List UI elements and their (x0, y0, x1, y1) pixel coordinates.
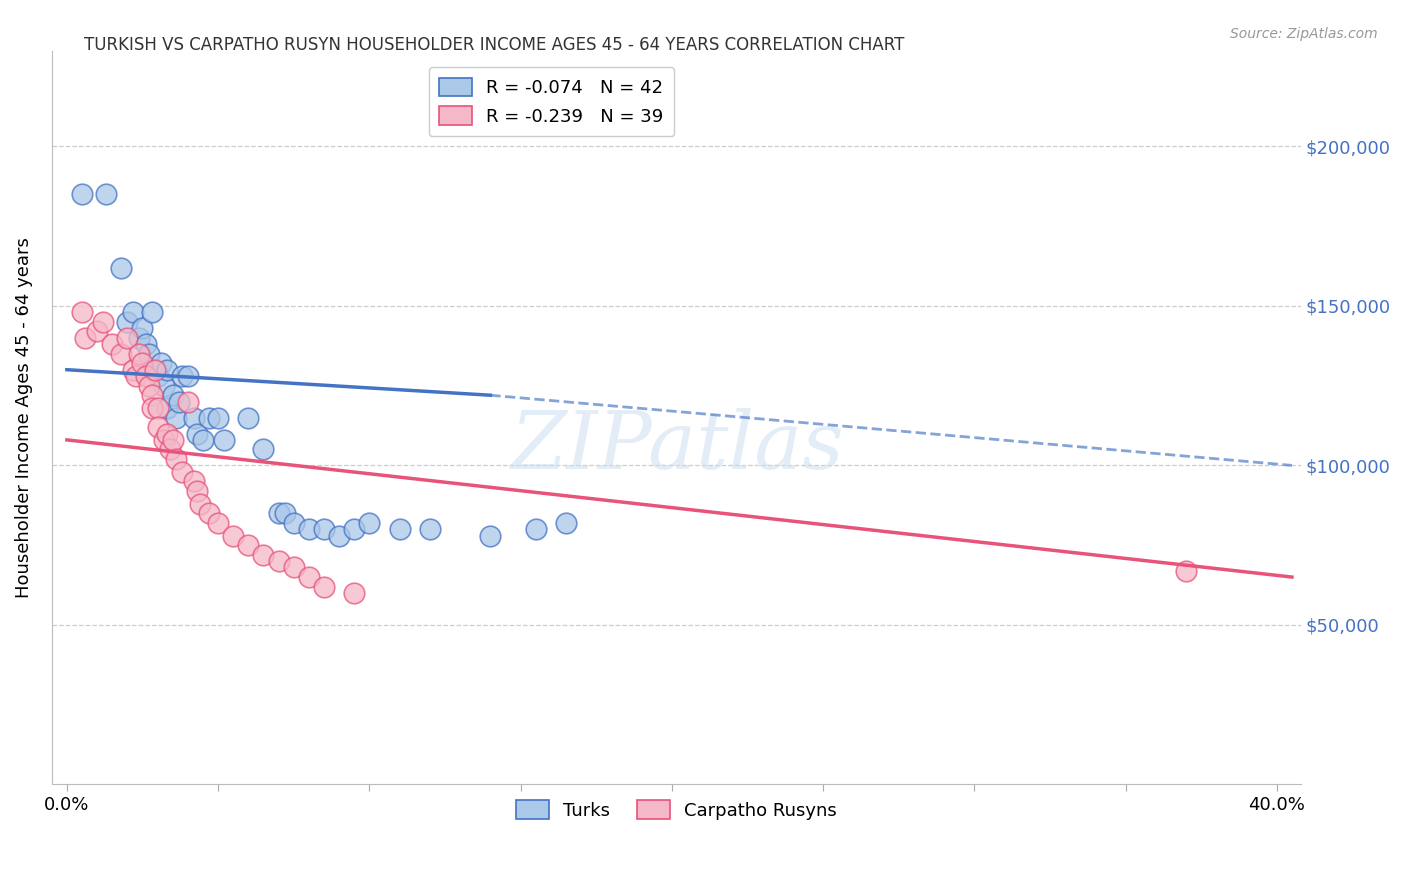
Point (159, 442, 181, 457)
Text: ZIPatlas: ZIPatlas (509, 409, 844, 485)
Point (146, 420, 169, 434)
Point (156, 426, 179, 441)
Text: TURKISH VS CARPATHO RUSYN HOUSEHOLDER INCOME AGES 45 - 64 YEARS CORRELATION CHAR: TURKISH VS CARPATHO RUSYN HOUSEHOLDER IN… (84, 36, 904, 54)
Point (198, 410, 221, 425)
Point (101, 337, 124, 351)
Point (212, 433, 235, 447)
Point (117, 315, 139, 329)
Point (143, 362, 166, 376)
Point (165, 452, 187, 467)
Legend: Turks, Carpatho Rusyns: Turks, Carpatho Rusyns (509, 793, 844, 827)
Point (267, 506, 290, 520)
Point (162, 388, 184, 402)
Point (86, 325, 108, 339)
Point (252, 442, 274, 457)
Point (146, 401, 169, 415)
Point (343, 522, 366, 536)
Point (191, 433, 214, 447)
Point (128, 347, 150, 361)
Point (238, 538, 260, 552)
Point (186, 483, 208, 498)
Point (170, 465, 193, 479)
Point (128, 331, 150, 345)
Point (134, 337, 156, 351)
Point (298, 522, 321, 536)
Point (283, 516, 305, 530)
Point (198, 506, 221, 520)
Point (419, 522, 441, 536)
Point (177, 369, 200, 384)
Point (122, 362, 145, 376)
Point (343, 586, 366, 600)
Point (283, 560, 305, 574)
Point (117, 331, 139, 345)
Point (312, 522, 335, 536)
Point (555, 516, 578, 530)
Point (156, 362, 179, 376)
Point (149, 356, 172, 370)
Point (267, 554, 290, 568)
Point (207, 410, 229, 425)
Point (183, 475, 205, 489)
Point (134, 369, 156, 384)
Point (328, 528, 350, 542)
Point (131, 321, 153, 335)
Point (131, 356, 153, 370)
Point (359, 516, 381, 530)
Point (183, 410, 205, 425)
Point (138, 378, 160, 392)
Y-axis label: Householder Income Ages 45 - 64 years: Householder Income Ages 45 - 64 years (15, 237, 32, 598)
Point (273, 506, 295, 520)
Point (188, 497, 211, 511)
Point (186, 426, 208, 441)
Text: Source: ZipAtlas.com: Source: ZipAtlas.com (1230, 27, 1378, 41)
Point (141, 401, 163, 415)
Point (479, 528, 502, 542)
Point (70, 187, 93, 202)
Point (1175, 564, 1198, 578)
Point (156, 401, 179, 415)
Point (170, 369, 193, 384)
Point (152, 378, 174, 392)
Point (388, 522, 411, 536)
Point (165, 410, 187, 425)
Point (524, 522, 547, 536)
Point (141, 388, 163, 402)
Point (122, 305, 145, 319)
Point (162, 433, 184, 447)
Point (252, 548, 274, 562)
Point (110, 347, 132, 361)
Point (238, 410, 260, 425)
Point (110, 260, 132, 275)
Point (96, 187, 118, 202)
Point (91, 315, 114, 329)
Point (125, 369, 148, 384)
Point (70, 305, 93, 319)
Point (207, 516, 229, 530)
Point (146, 369, 169, 384)
Point (73, 331, 96, 345)
Point (298, 570, 321, 584)
Point (222, 528, 245, 542)
Point (141, 362, 163, 376)
Point (152, 433, 174, 447)
Point (312, 580, 335, 594)
Point (167, 394, 190, 409)
Point (141, 305, 163, 319)
Point (177, 394, 200, 409)
Point (138, 347, 160, 361)
